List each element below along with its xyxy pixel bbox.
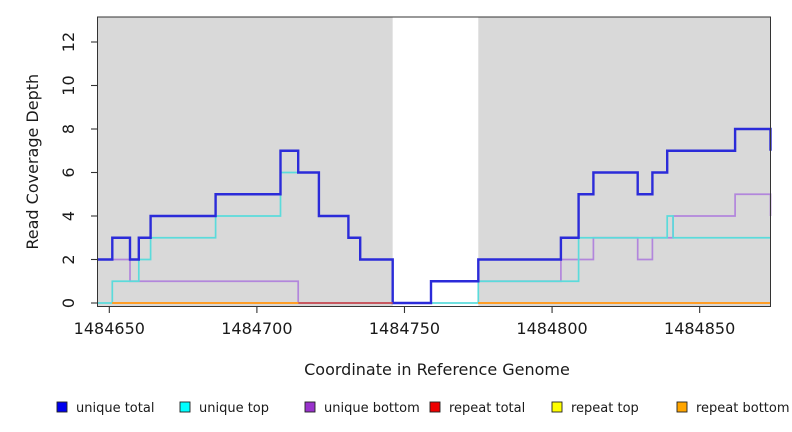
x-tick-label: 1484800	[516, 319, 587, 338]
x-tick-label: 1484650	[74, 319, 145, 338]
y-tick-label: 4	[59, 211, 78, 221]
masked-region	[392, 17, 479, 307]
legend-swatch-unique-bottom	[304, 401, 316, 413]
x-axis-label: Coordinate in Reference Genome	[304, 360, 570, 379]
x-tick-label: 1484700	[221, 319, 292, 338]
x-tick-label: 1484850	[664, 319, 735, 338]
legend-label-unique-total: unique total	[76, 401, 154, 416]
y-tick-label: 6	[59, 167, 78, 177]
y-tick-label: 8	[59, 124, 78, 134]
legend-swatch-repeat-total	[429, 401, 441, 413]
legend-label-repeat-total: repeat total	[449, 401, 525, 416]
legend-swatch-unique-total	[56, 401, 68, 413]
legend-swatch-unique-top	[179, 401, 191, 413]
series-line-unique-total	[97, 127, 772, 305]
legend-swatch-repeat-top	[551, 401, 563, 413]
legend-label-repeat-bottom: repeat bottom	[696, 401, 790, 416]
y-tick-label: 0	[59, 298, 78, 308]
y-tick-label: 10	[59, 75, 78, 95]
y-tick-label: 2	[59, 254, 78, 264]
legend-label-unique-top: unique top	[199, 401, 269, 416]
legend-label-repeat-top: repeat top	[571, 401, 639, 416]
legend-swatch-repeat-bottom	[676, 401, 688, 413]
legend-label-unique-bottom: unique bottom	[324, 401, 420, 416]
y-tick-label: 12	[59, 32, 78, 52]
plot-border	[97, 16, 771, 307]
y-axis-label: Read Coverage Depth	[23, 74, 42, 250]
x-tick-label: 1484750	[369, 319, 440, 338]
